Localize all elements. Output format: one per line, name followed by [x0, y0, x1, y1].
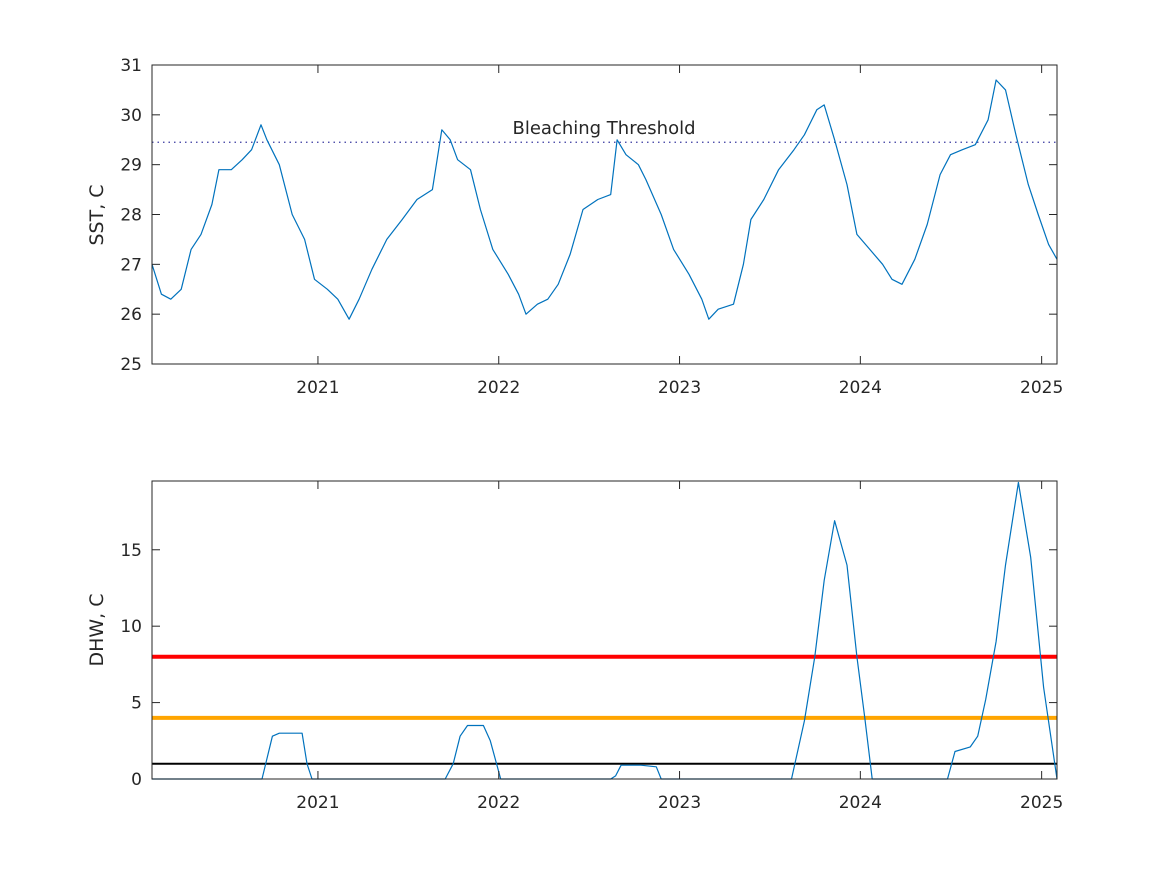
sst-y-axis-label: SST, C: [86, 184, 108, 245]
dhw-x-tick-label: 2021: [296, 793, 339, 813]
sst-x-tick-label: 2021: [296, 378, 339, 398]
sst-y-tick-label: 29: [120, 156, 142, 176]
sst-y-tick-label: 30: [120, 106, 142, 126]
dhw-x-tick-label: 2022: [477, 793, 520, 813]
sst-x-tick-label: 2022: [477, 378, 520, 398]
sst-panel: SST, C Bleaching Threshold 2021 2022 2023 2…: [86, 56, 1063, 398]
sst-y-tick-label: 27: [120, 255, 142, 275]
dhw-y-axis-label: DHW, C: [86, 593, 108, 666]
sst-y-tick-label: 31: [120, 56, 142, 76]
dhw-y-tick-label: 15: [120, 541, 142, 561]
dhw-x-tick-label: 2025: [1020, 793, 1063, 813]
sst-x-tick-label: 2025: [1020, 378, 1063, 398]
dhw-y-tick-label: 5: [131, 694, 142, 714]
sst-series-line: [151, 79, 1058, 320]
sst-y-tick-label: 26: [120, 305, 142, 325]
dhw-axes-box: [151, 480, 1058, 780]
dhw-panel: DHW, C 2021 2022 2023 2024 2025 0 5 10 15: [86, 480, 1063, 813]
sst-y-tick-label: 28: [120, 206, 142, 226]
dhw-x-tick-label: 2023: [658, 793, 701, 813]
dhw-x-tick-label: 2024: [839, 793, 882, 813]
sst-x-tick-label: 2023: [658, 378, 701, 398]
dhw-y-tick-label: 0: [131, 770, 142, 790]
sst-x-tick-label: 2024: [839, 378, 882, 398]
sst-y-tick-label: 25: [120, 355, 142, 375]
bleaching-threshold-label: Bleaching Threshold: [512, 118, 695, 139]
dhw-y-tick-label: 10: [120, 617, 142, 637]
